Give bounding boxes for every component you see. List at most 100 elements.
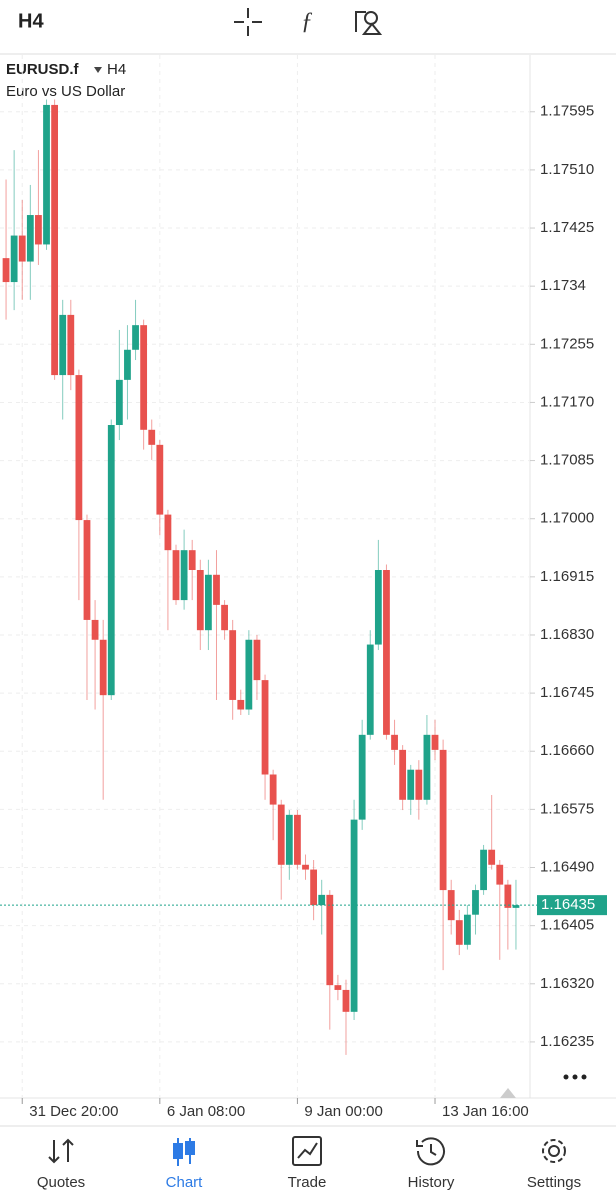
candle-body (59, 314, 67, 376)
candle-body (35, 215, 42, 245)
candle-body (180, 550, 188, 601)
candle-body (463, 914, 471, 945)
candle-body (277, 804, 285, 865)
y-tick-label: 1.16235 (540, 1033, 594, 1050)
candle-body (75, 375, 83, 521)
candle-body (67, 314, 75, 376)
candle-body (213, 574, 220, 605)
candle-body (326, 894, 334, 986)
candle-body (148, 429, 156, 445)
nav-item[interactable]: History (408, 1174, 455, 1191)
y-tick-label: 1.16575 (540, 800, 594, 817)
candle-body (366, 644, 374, 735)
candle-body (221, 604, 228, 631)
y-tick-label: 1.16745 (540, 684, 594, 701)
candle-body (229, 630, 237, 700)
chart-icon (173, 1138, 195, 1166)
x-tick-label: 31 Dec 20:00 (29, 1103, 118, 1120)
candle-body (2, 258, 10, 283)
y-tick-label: 1.16320 (540, 975, 594, 992)
candle-body (10, 235, 18, 283)
plot: 1.17595 1.17510 1.17425 1.1734 1.17255 1.1717… (0, 55, 607, 1120)
symbol-description: Euro vs US Dollar (6, 83, 125, 100)
candle-body (99, 639, 107, 696)
objects-icon[interactable] (355, 11, 383, 35)
candle-body (204, 574, 212, 631)
y-tick-label: 1.17510 (540, 161, 594, 178)
symbol[interactable]: EURUSD.f (6, 61, 80, 78)
y-tick-label: 1.1734 (540, 277, 586, 294)
candle-body (156, 444, 164, 515)
more-icon[interactable] (563, 1074, 587, 1080)
candle-body (140, 325, 148, 430)
last-price-label: 1.16435 (541, 896, 595, 913)
candle-body (455, 920, 463, 945)
indicators-icon[interactable]: ƒ (301, 9, 313, 35)
candle-body (172, 550, 180, 601)
quotes-icon (48, 1138, 74, 1164)
nav-item[interactable]: Chart (166, 1174, 204, 1191)
candle-body (26, 215, 34, 262)
candle-body (472, 890, 479, 915)
y-tick-label: 1.17085 (540, 452, 594, 469)
candle-body (43, 104, 50, 245)
candle-body (350, 819, 358, 1012)
y-tick-label: 1.17425 (540, 219, 594, 236)
candle-body (512, 905, 520, 908)
last-price-box (537, 895, 607, 916)
candle-body (302, 864, 309, 870)
chart-timeframe: H4 (107, 61, 126, 78)
nav-item[interactable]: Trade (288, 1174, 327, 1191)
candle-body (374, 570, 382, 645)
candle-body (447, 890, 455, 921)
candle-body (399, 749, 407, 800)
candle-body (196, 570, 204, 631)
candle-body (269, 774, 277, 805)
trade-icon (292, 1136, 322, 1166)
candle-body (188, 550, 196, 571)
candle-body (107, 425, 115, 696)
y-tick-label: 1.17000 (540, 510, 594, 527)
candle-body (415, 769, 423, 800)
candle-body (237, 699, 245, 710)
candle-body (480, 849, 487, 891)
x-tick-label: 9 Jan 00:00 (304, 1103, 382, 1120)
x-tick-label: 6 Jan 08:00 (167, 1103, 245, 1120)
candle-body (358, 734, 366, 820)
candle-body (124, 349, 131, 380)
nav-item[interactable]: Quotes (37, 1174, 85, 1191)
candle-body (91, 619, 99, 640)
y-tick-label: 1.16830 (540, 626, 594, 643)
candle-body (423, 734, 431, 800)
candle-body (342, 989, 350, 1012)
y-tick-label: 1.16405 (540, 917, 594, 934)
y-tick-label: 1.17170 (540, 393, 594, 410)
candle-body (261, 680, 269, 775)
symbol-dropdown[interactable] (94, 67, 102, 73)
history-icon (416, 1137, 445, 1166)
candle-body (253, 639, 261, 681)
x-tick-label: 13 Jan 16:00 (442, 1103, 529, 1120)
candle-body (164, 514, 172, 551)
candle-body (294, 814, 301, 865)
candle-body (285, 814, 293, 865)
timeframe-button[interactable]: H4 (18, 10, 44, 32)
nav: Quotes Chart Trade History Settings (37, 1174, 581, 1191)
crosshair-icon[interactable] (234, 8, 262, 36)
candle-body (334, 985, 342, 990)
nav-item[interactable]: Settings (527, 1174, 581, 1191)
candle-body (431, 734, 439, 750)
candle-body (51, 104, 59, 376)
candle-body (488, 849, 496, 865)
candle-body (115, 379, 123, 426)
y-tick-label: 1.16490 (540, 858, 594, 875)
settings-icon (542, 1139, 566, 1163)
candle-body (83, 520, 91, 620)
candle-body (318, 894, 326, 906)
scroll-marker[interactable] (500, 1088, 516, 1098)
candle-body (310, 869, 318, 906)
candle-body (391, 734, 398, 750)
